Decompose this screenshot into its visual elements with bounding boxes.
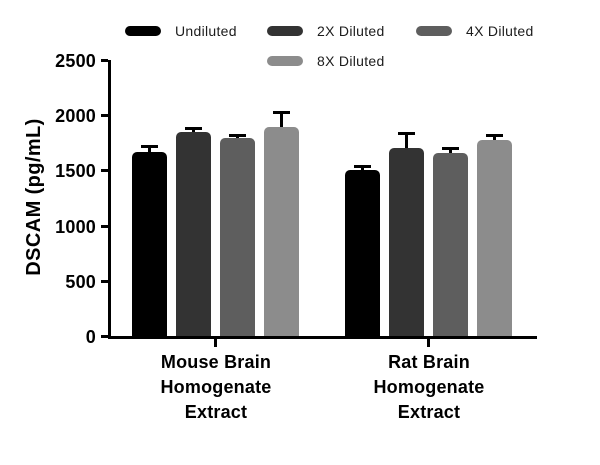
y-tick-label-0: 0: [85, 327, 96, 347]
x-tick-mouse-brain: [214, 339, 217, 347]
bar-8x-diluted-rat-brain: [477, 140, 512, 336]
y-tick-label-1500: 1500: [55, 161, 96, 181]
error-bar-2x-diluted-rat-brain: [405, 133, 408, 154]
bar-2x-diluted-rat-brain: [389, 148, 424, 336]
legend-swatch-8x-diluted: [267, 56, 303, 66]
error-cap-4x-diluted-rat-brain: [442, 147, 459, 150]
x-axis-line: [108, 336, 537, 339]
error-cap-undiluted-mouse-brain: [141, 145, 158, 148]
y-tick-label-2000: 2000: [55, 106, 96, 126]
y-axis-line: [108, 60, 111, 339]
y-tick-label-500: 500: [65, 272, 96, 292]
bar-undiluted-rat-brain: [345, 170, 380, 336]
legend-label-2x-diluted: 2X Diluted: [317, 23, 385, 39]
x-tick-rat-brain: [427, 339, 430, 347]
x-category-label-rat-brain: Rat Brain Homogenate Extract: [373, 352, 485, 422]
error-cap-8x-diluted-mouse-brain: [273, 111, 290, 114]
y-tick-2000: [101, 114, 108, 117]
y-tick-2500: [101, 59, 108, 62]
error-cap-8x-diluted-rat-brain: [486, 134, 503, 137]
y-tick-1000: [101, 225, 108, 228]
bar-4x-diluted-mouse-brain: [220, 138, 255, 336]
legend: Undiluted 2X Diluted 4X Diluted 8X Diluted: [0, 0, 600, 75]
error-cap-undiluted-rat-brain: [354, 165, 371, 168]
legend-swatch-4x-diluted: [416, 26, 452, 36]
error-cap-2x-diluted-mouse-brain: [185, 127, 202, 130]
bar-8x-diluted-mouse-brain: [264, 127, 299, 336]
legend-label-undiluted: Undiluted: [175, 23, 237, 39]
legend-swatch-2x-diluted: [267, 26, 303, 36]
legend-swatch-undiluted: [125, 26, 161, 36]
legend-label-8x-diluted: 8X Diluted: [317, 53, 385, 69]
legend-label-4x-diluted: 4X Diluted: [466, 23, 534, 39]
error-cap-2x-diluted-rat-brain: [398, 132, 415, 135]
bar-2x-diluted-mouse-brain: [176, 132, 211, 336]
y-tick-0: [101, 335, 108, 338]
y-tick-label-2500: 2500: [55, 51, 96, 71]
y-tick-label-1000: 1000: [55, 217, 96, 237]
bar-4x-diluted-rat-brain: [433, 153, 468, 336]
y-tick-1500: [101, 169, 108, 172]
error-cap-4x-diluted-mouse-brain: [229, 134, 246, 137]
x-category-label-mouse-brain: Mouse Brain Homogenate Extract: [160, 352, 272, 422]
y-tick-500: [101, 280, 108, 283]
error-bar-8x-diluted-mouse-brain: [280, 112, 283, 133]
bar-undiluted-mouse-brain: [132, 152, 167, 336]
